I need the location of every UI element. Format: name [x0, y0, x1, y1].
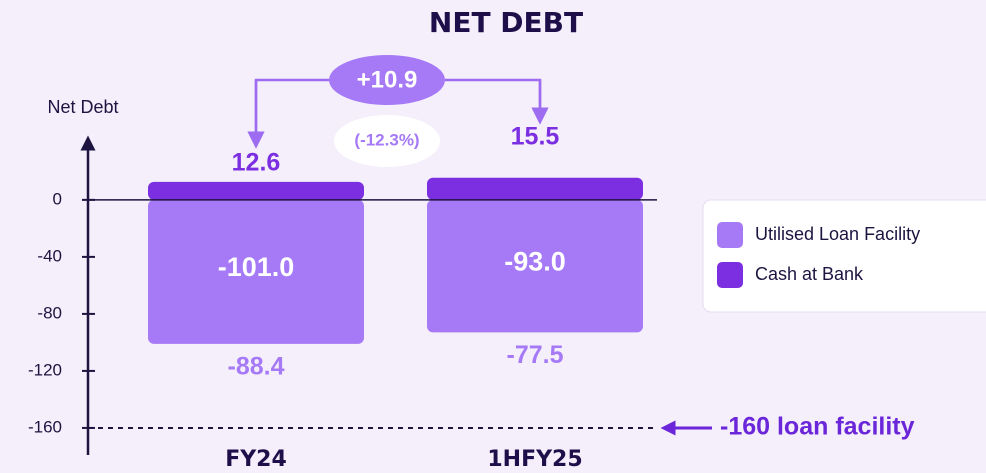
bar-segment [148, 199, 364, 344]
value-label: -93.0 [504, 246, 566, 276]
change-pct-label: (-12.3%) [354, 130, 419, 149]
bar-segment [427, 199, 643, 333]
bar-segment [148, 181, 364, 200]
legend [702, 199, 986, 313]
value-label: 12.6 [232, 149, 281, 177]
chart-title: NET DEBT [429, 6, 583, 39]
net-debt-label: -77.5 [507, 341, 564, 369]
x-tick-label: FY24 [225, 447, 287, 472]
y-tick-label: -40 [37, 246, 62, 265]
bar-segment [427, 177, 643, 200]
change-arrow-right [445, 78, 549, 125]
y-axis-label: Net Debt [47, 97, 118, 117]
value-label: -101.0 [218, 252, 295, 282]
y-tick-label: -80 [37, 303, 62, 322]
change-bubble [329, 55, 445, 105]
change-pct-bubble [334, 115, 440, 167]
value-label: 15.5 [511, 122, 560, 150]
change-arrow-left [247, 78, 330, 149]
legend-swatch [717, 222, 743, 248]
legend-swatch [717, 262, 743, 288]
loan-facility-label: -160 loan facility [720, 413, 915, 441]
legend-label: Utilised Loan Facility [755, 224, 920, 244]
y-tick-label: -120 [28, 360, 62, 379]
legend-label: Cash at Bank [755, 264, 864, 284]
y-tick-label: -160 [28, 417, 62, 436]
y-tick-label: 0 [53, 189, 62, 208]
change-label: +10.9 [357, 66, 418, 93]
net-debt-label: -88.4 [228, 352, 285, 380]
x-tick-label: 1HFY25 [487, 447, 582, 472]
